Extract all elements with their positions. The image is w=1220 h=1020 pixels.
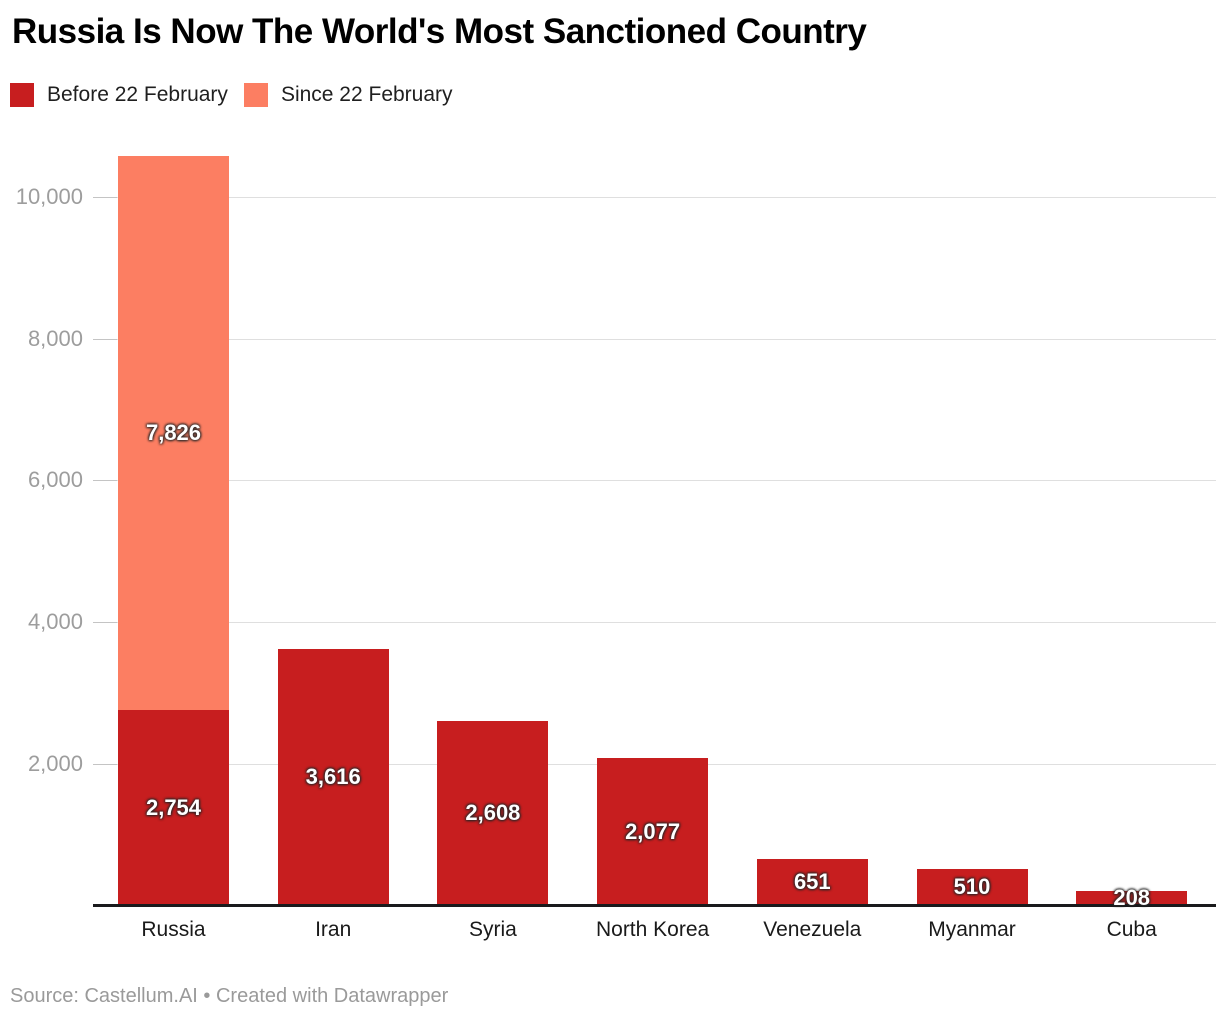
bar-north-korea-before-22-february: 2,077 bbox=[597, 758, 709, 906]
gridline-4,000 bbox=[95, 622, 1216, 624]
bar-russia-before-22-february: 2,754 bbox=[118, 710, 229, 906]
x-label-cuba: Cuba bbox=[1106, 918, 1157, 941]
gridline-8,000 bbox=[95, 338, 1216, 340]
tick-2,000 bbox=[93, 763, 117, 765]
x-axis-line bbox=[93, 904, 1216, 907]
ytick-label-4,000: 4,000 bbox=[27, 609, 83, 635]
x-label-iran: Iran bbox=[315, 918, 352, 941]
value-label-myanmar-before-22-february: 510 bbox=[953, 874, 991, 900]
bar-iran-before-22-february: 3,616 bbox=[277, 649, 389, 906]
legend-label-since: Since 22 February bbox=[280, 83, 453, 106]
legend-swatch-before bbox=[10, 83, 34, 107]
x-label-venezuela: Venezuela bbox=[763, 918, 862, 941]
legend-label-before: Before 22 February bbox=[47, 83, 228, 106]
legend-item-since: Since 22 February bbox=[243, 83, 453, 107]
ytick-label-10,000: 10,000 bbox=[15, 184, 83, 209]
legend: Before 22 February Since 22 February bbox=[10, 83, 453, 107]
value-label-russia-since-22-february: 7,826 bbox=[145, 420, 202, 446]
legend-item-before: Before 22 February bbox=[10, 83, 228, 107]
bar-cuba-before-22-february: 208 bbox=[1076, 885, 1188, 910]
value-label-north-korea-before-22-february: 2,077 bbox=[625, 818, 681, 844]
bar-russia-since-22-february: 7,826 bbox=[118, 155, 229, 711]
ytick-label-8,000: 8,000 bbox=[27, 325, 83, 351]
x-label-myanmar: Myanmar bbox=[928, 918, 1016, 941]
x-label-north-korea: North Korea bbox=[595, 918, 710, 941]
gridline-6,000 bbox=[95, 480, 1216, 482]
ytick-label-6,000: 6,000 bbox=[27, 467, 83, 493]
chart-title: Russia Is Now The World's Most Sanctione… bbox=[12, 12, 867, 51]
x-label-russia: Russia bbox=[141, 918, 206, 941]
value-label-cuba-before-22-february: 208 bbox=[1113, 885, 1151, 911]
gridline-10,000 bbox=[95, 197, 1216, 198]
value-label-syria-before-22-february: 2,608 bbox=[465, 800, 521, 826]
legend-swatch-since bbox=[243, 83, 268, 107]
ytick-label-2,000: 2,000 bbox=[27, 750, 83, 776]
bar-syria-before-22-february: 2,608 bbox=[437, 720, 549, 906]
tick-4,000 bbox=[93, 622, 117, 624]
bar-venezuela-before-22-february: 651 bbox=[756, 859, 868, 906]
value-label-iran-before-22-february: 3,616 bbox=[305, 764, 361, 790]
tick-8,000 bbox=[93, 338, 117, 340]
source-note: Source: Castellum.AI • Created with Data… bbox=[10, 985, 449, 1007]
tick-10,000 bbox=[93, 197, 117, 198]
value-label-venezuela-before-22-february: 651 bbox=[793, 869, 831, 895]
x-label-syria: Syria bbox=[468, 918, 517, 941]
value-label-russia-before-22-february: 2,754 bbox=[145, 794, 202, 820]
tick-6,000 bbox=[93, 480, 117, 482]
bar-myanmar-before-22-february: 510 bbox=[916, 869, 1028, 906]
